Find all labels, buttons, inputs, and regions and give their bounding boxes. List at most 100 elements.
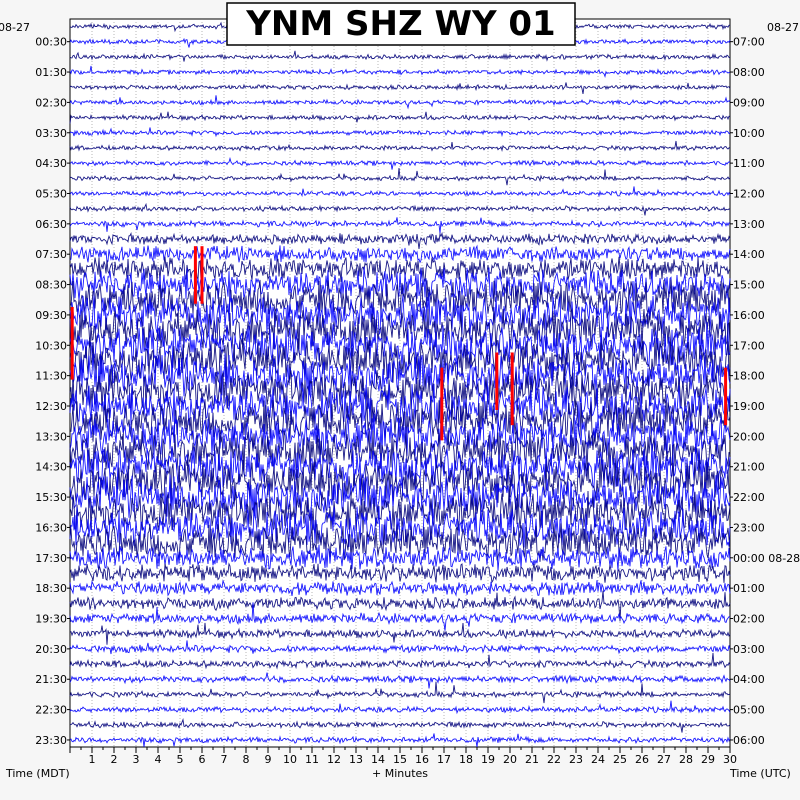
right-time-label: 12:00: [733, 187, 765, 200]
right-time-label: 06:00: [733, 734, 765, 747]
left-time-label: 00:30: [35, 36, 67, 49]
trace-row: [69, 256, 731, 282]
trace-row: [69, 217, 731, 234]
right-time-label: 01:00: [733, 582, 765, 595]
right-time-label: 03:00: [733, 643, 765, 656]
trace-row: [69, 202, 731, 216]
x-tick-label: 9: [265, 753, 272, 766]
start-date-label: 08-27: [0, 21, 30, 34]
x-tick-label: 14: [371, 753, 385, 766]
left-time-label: 23:30: [35, 734, 67, 747]
left-time-label: 17:30: [35, 552, 67, 565]
right-time-label: 15:00: [733, 279, 765, 292]
left-time-label: 12:30: [35, 400, 67, 413]
x-tick-label: 1: [89, 753, 96, 766]
right-time-label: 14:00: [733, 248, 765, 261]
right-time-labels: 07:00 08:00 09:00 10:00 11:00 12:00 13:00 14:00…: [730, 36, 800, 747]
right-time-label: 11:00: [733, 157, 765, 170]
trace-row: [69, 231, 731, 250]
x-tick-label: 26: [635, 753, 649, 766]
trace-row: [69, 65, 731, 78]
minute-gridlines: [91, 19, 709, 747]
trace-row: [69, 717, 731, 733]
trace-row: [69, 413, 731, 460]
trace-row: [69, 140, 731, 152]
trace-row: [69, 168, 731, 186]
x-tick-label: 27: [657, 753, 671, 766]
right-time-label: 19:00: [733, 400, 765, 413]
x-tick-label: 13: [349, 753, 363, 766]
trace-row: [69, 292, 731, 339]
trace-row: [69, 156, 731, 170]
chart-title: YNM SHZ WY 01: [245, 4, 555, 44]
trace-row: [69, 111, 731, 124]
trace-row: [69, 186, 731, 198]
x-tick-label: 22: [547, 753, 561, 766]
left-time-label: 05:30: [35, 187, 67, 200]
x-tick-label: 5: [177, 753, 184, 766]
right-time-label: 02:00: [733, 613, 765, 626]
trace-row: [69, 700, 731, 715]
x-tick-label: 18: [459, 753, 473, 766]
trace-row: [69, 50, 731, 62]
left-time-label: 04:30: [35, 157, 67, 170]
trace-row: [69, 337, 731, 384]
trace-row: [69, 544, 731, 572]
left-time-label: 08:30: [35, 279, 67, 292]
left-time-label: 03:30: [35, 127, 67, 140]
right-time-label: 05:00: [733, 704, 765, 717]
left-time-label: 02:30: [35, 96, 67, 109]
clipped-event: [440, 367, 444, 441]
trace-row: [69, 127, 731, 138]
left-time-label: 09:30: [35, 309, 67, 322]
trace-row: [69, 443, 731, 490]
right-time-label: 21:00: [733, 461, 765, 474]
right-time-label: 07:00: [733, 36, 765, 49]
trace-row: [69, 383, 731, 428]
trace-row: [69, 474, 731, 519]
title-box: [226, 2, 576, 46]
trace-row: [69, 490, 731, 534]
left-time-label: 13:30: [35, 430, 67, 443]
trace-row: [69, 523, 731, 562]
clipped-event: [495, 352, 499, 410]
trace-row: [69, 579, 731, 597]
trace-row: [69, 590, 731, 622]
x-tick-label: 23: [569, 753, 583, 766]
seismic-traces: [69, 20, 731, 748]
right-time-label: 04:00: [733, 673, 765, 686]
right-time-label: 16:00: [733, 309, 765, 322]
x-tick-label: 29: [701, 753, 715, 766]
right-time-label: 08:00: [733, 66, 765, 79]
trace-row: [69, 95, 731, 110]
trace-row: [69, 652, 731, 670]
x-axis-label: + Minutes: [372, 767, 428, 780]
end-date-label-top: 08-27: [767, 21, 799, 34]
x-axis-ticks: 1 2 3 4 5 6 7 8 9 10 11 12 13 14 15 16 17 18 19 20 21 22 23 24 2…: [69, 747, 737, 766]
left-time-labels: 00:30 01:30 02:30 03:30 04:30 05:30 06:30 07:30…: [35, 36, 70, 747]
clipped-event: [510, 352, 514, 426]
left-time-label: 07:30: [35, 248, 67, 261]
x-tick-label: 25: [613, 753, 627, 766]
x-tick-label: 6: [199, 753, 206, 766]
x-tick-label: 28: [679, 753, 693, 766]
x-tick-label: 16: [415, 753, 429, 766]
x-tick-label: 24: [591, 753, 605, 766]
x-tick-label: 19: [481, 753, 495, 766]
left-time-label: 21:30: [35, 673, 67, 686]
left-axis-label: Time (MDT): [5, 767, 70, 780]
right-time-label: 00:00 08-28: [733, 552, 800, 565]
right-time-label: 10:00: [733, 127, 765, 140]
trace-row: [69, 562, 731, 584]
left-time-label: 06:30: [35, 218, 67, 231]
trace-row: [69, 622, 731, 645]
left-time-label: 20:30: [35, 643, 67, 656]
x-tick-label: 21: [525, 753, 539, 766]
x-tick-label: 10: [283, 753, 297, 766]
trace-row: [69, 672, 731, 689]
trace-row: [69, 368, 731, 413]
x-tick-label: 17: [437, 753, 451, 766]
right-time-label: 13:00: [733, 218, 765, 231]
clipped-event: [200, 246, 204, 304]
trace-row: [69, 322, 731, 368]
